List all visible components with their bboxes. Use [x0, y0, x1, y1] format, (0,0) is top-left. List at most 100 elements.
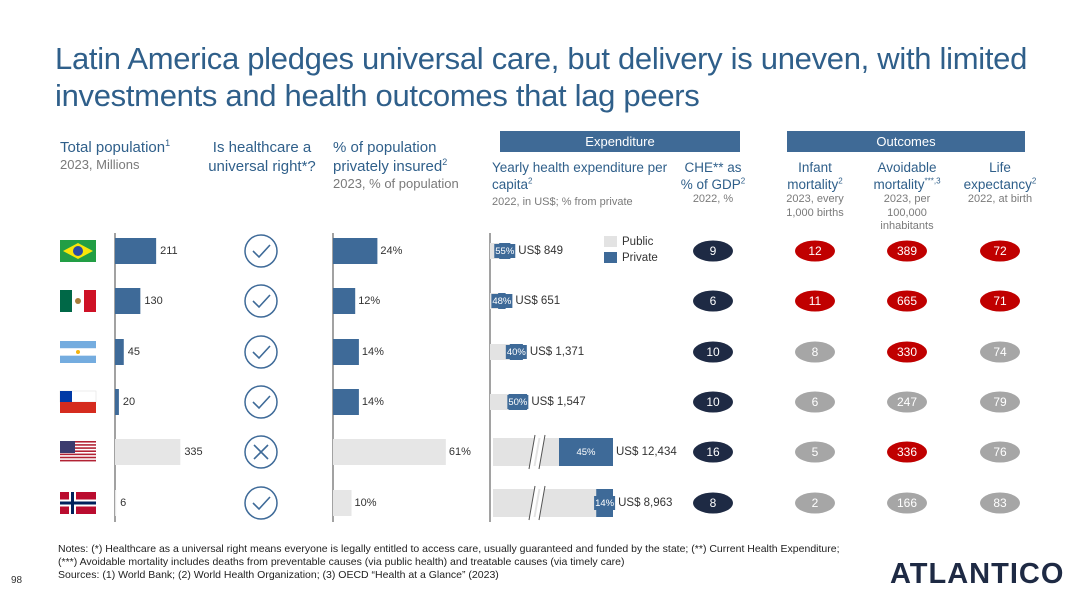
- bar-public: [493, 489, 597, 517]
- sup: 2: [1031, 176, 1037, 186]
- header-universal: Is healthcare a universal right*?: [206, 138, 318, 176]
- flag-part: [60, 444, 96, 446]
- value-label: 12: [808, 244, 822, 258]
- sup: 1: [165, 138, 171, 148]
- bar-public: [493, 438, 559, 466]
- check: [252, 345, 271, 360]
- value-label: 9: [710, 244, 717, 258]
- value-pill: [795, 341, 835, 363]
- sup: 2: [740, 176, 746, 186]
- value-pill: [980, 290, 1020, 312]
- share-label: 40%: [507, 347, 527, 358]
- bar: [115, 439, 181, 465]
- share-box: [494, 244, 516, 258]
- icon-circle: [244, 486, 278, 520]
- legend-swatch: [604, 236, 617, 247]
- value-label: 72: [993, 244, 1007, 258]
- share-box: [491, 294, 513, 308]
- bar-label: 61%: [449, 446, 471, 458]
- header-life: Life expectancy2 2022, at birth: [955, 159, 1045, 207]
- flag-part: [76, 350, 80, 354]
- bar-label: 10%: [355, 497, 377, 509]
- value-pill: [980, 240, 1020, 262]
- value-pill: [980, 492, 1020, 514]
- flag: [60, 441, 96, 462]
- spend-label: US$ 651: [515, 295, 560, 307]
- title: Latin America pledges universal care, bu…: [55, 41, 1028, 113]
- bar: [333, 339, 359, 365]
- value-label: 11: [809, 294, 822, 308]
- col-title: Infant mortality: [787, 160, 839, 192]
- axis-break: [529, 434, 545, 470]
- header-che: CHE** as % of GDP2 2022, %: [678, 159, 748, 207]
- spend-label: US$ 849: [518, 245, 563, 257]
- header-spend: Yearly health expenditure per capita2 202…: [492, 159, 672, 210]
- bar-label: 335: [184, 446, 202, 458]
- flag: [59, 390, 97, 413]
- axis-break: [528, 434, 546, 470]
- icon-circle: [244, 435, 278, 469]
- value-pill: [887, 492, 927, 514]
- universal-icon: [244, 385, 278, 419]
- col-subtitle: 2022, in US$; % from private: [492, 196, 633, 208]
- group-band: Outcomes: [787, 131, 1025, 152]
- bar-public: [490, 344, 510, 360]
- value-label: 10: [706, 395, 720, 409]
- value-label: 166: [897, 496, 917, 510]
- bar: [333, 288, 356, 314]
- header-avoidable: Avoidable mortality***,3 2023, per 100,00…: [864, 159, 950, 234]
- legend-label: Private: [622, 252, 658, 264]
- flag-part: [60, 441, 75, 453]
- icon-circle: [244, 234, 278, 268]
- axis-break: [529, 485, 545, 521]
- flag: [60, 341, 96, 363]
- col-title: CHE** as % of GDP: [680, 160, 742, 192]
- bar-label: 130: [144, 295, 162, 307]
- note: Sources: (1) World Bank; (2) World Healt…: [58, 569, 499, 581]
- page-number: 98: [11, 575, 23, 586]
- bar: [115, 389, 119, 415]
- bar-label: 45: [128, 346, 140, 358]
- universal-icon: [244, 335, 278, 369]
- logo: ATLANTICO: [890, 558, 1065, 590]
- value-pill: [980, 391, 1020, 413]
- value-label: 16: [706, 445, 720, 459]
- header-infant: Infant mortality2 2023, every 1,000 birth…: [778, 159, 852, 220]
- bar-label: 12%: [358, 295, 380, 307]
- col-subtitle: 2023, every 1,000 births: [786, 193, 844, 219]
- flag-part: [60, 447, 96, 449]
- col-subtitle: 2022, at birth: [967, 193, 1033, 205]
- share-label: 14%: [595, 498, 615, 509]
- spend-label: US$ 1,547: [531, 396, 585, 408]
- value-pill: [693, 492, 733, 514]
- value-pill: [795, 240, 835, 262]
- universal-icon: [244, 435, 278, 469]
- value-pill: [693, 240, 733, 262]
- col-title: Life expectancy: [963, 160, 1032, 192]
- value-label: 336: [897, 445, 917, 459]
- flag-part: [60, 450, 96, 452]
- flag-part: [60, 391, 72, 402]
- header-insured: % of population privately insured2 2023, …: [333, 138, 473, 192]
- icon-circle: [244, 385, 278, 419]
- value-pill: [795, 290, 835, 312]
- value-label: 71: [993, 294, 1007, 308]
- icon-circle: [244, 335, 278, 369]
- share-box: [594, 496, 616, 510]
- spend-label: US$ 8,963: [618, 497, 672, 509]
- flag-part: [60, 290, 72, 312]
- value-pill: [887, 341, 927, 363]
- value-label: 330: [897, 345, 917, 359]
- bar: [333, 439, 446, 465]
- universal-icon: [244, 486, 278, 520]
- bar: [333, 389, 359, 415]
- value-pill: [887, 391, 927, 413]
- value-label: 79: [993, 395, 1007, 409]
- axis-break: [528, 485, 546, 521]
- flag-part: [60, 355, 96, 363]
- bar-public: [490, 394, 509, 410]
- value-pill: [795, 492, 835, 514]
- col-subtitle: 2023, Millions: [60, 157, 140, 172]
- col-title: Is healthcare a universal right*?: [208, 139, 316, 175]
